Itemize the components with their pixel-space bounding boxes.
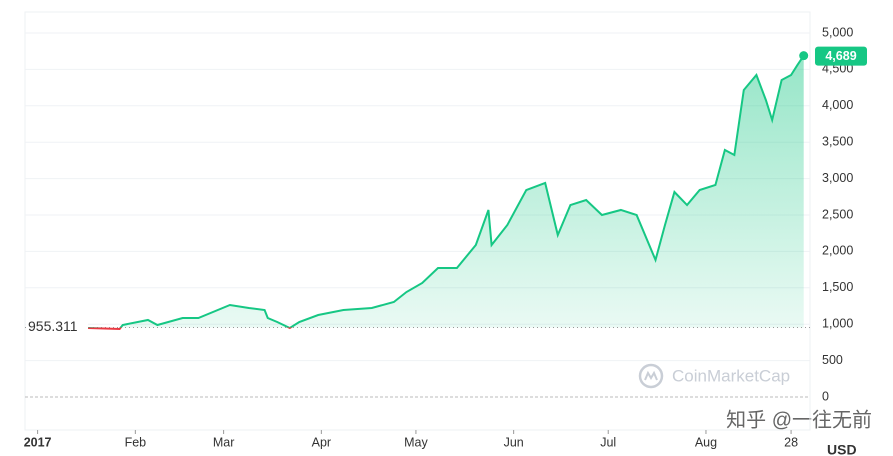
- watermark: CoinMarketCap: [638, 363, 790, 389]
- reference-label: 955.311: [28, 318, 78, 334]
- credit: 知乎 @一往无前: [726, 408, 872, 431]
- x-tick-label: Aug: [695, 435, 717, 449]
- y-tick-label: 5,000: [822, 25, 853, 39]
- y-tick-label: 4,000: [822, 98, 853, 112]
- x-tick-label: Apr: [312, 435, 331, 449]
- x-tick-label: Jun: [504, 435, 524, 449]
- x-tick-label: Jul: [600, 435, 616, 449]
- x-tick-label: Mar: [213, 435, 235, 449]
- reference-label-bg: [26, 317, 88, 338]
- area: [120, 55, 804, 328]
- y-tick-label: 1,500: [822, 280, 853, 294]
- y-tick-label: 0: [822, 389, 829, 403]
- last-point: [799, 51, 809, 61]
- y-axis-label: USD: [827, 442, 857, 456]
- y-tick-label: 3,500: [822, 134, 853, 148]
- line: [88, 55, 805, 328]
- watermark-text: CoinMarketCap: [672, 366, 790, 385]
- plot-border: [24, 11, 811, 431]
- x-tick-label: Feb: [125, 435, 147, 449]
- y-tick-label: 3,000: [822, 171, 853, 185]
- y-tick-label: 1,000: [822, 316, 853, 330]
- y-tick-label: 2,000: [822, 244, 853, 258]
- x-tick-label: May: [404, 435, 428, 449]
- last-value-label: 4,689: [825, 49, 856, 63]
- last-value-bg: [815, 46, 867, 66]
- y-tick-label: 2,500: [822, 207, 853, 221]
- y-tick-label: 500: [822, 353, 843, 367]
- x-tick-label: 2017: [24, 435, 52, 449]
- x-tick-label: 28: [784, 435, 798, 449]
